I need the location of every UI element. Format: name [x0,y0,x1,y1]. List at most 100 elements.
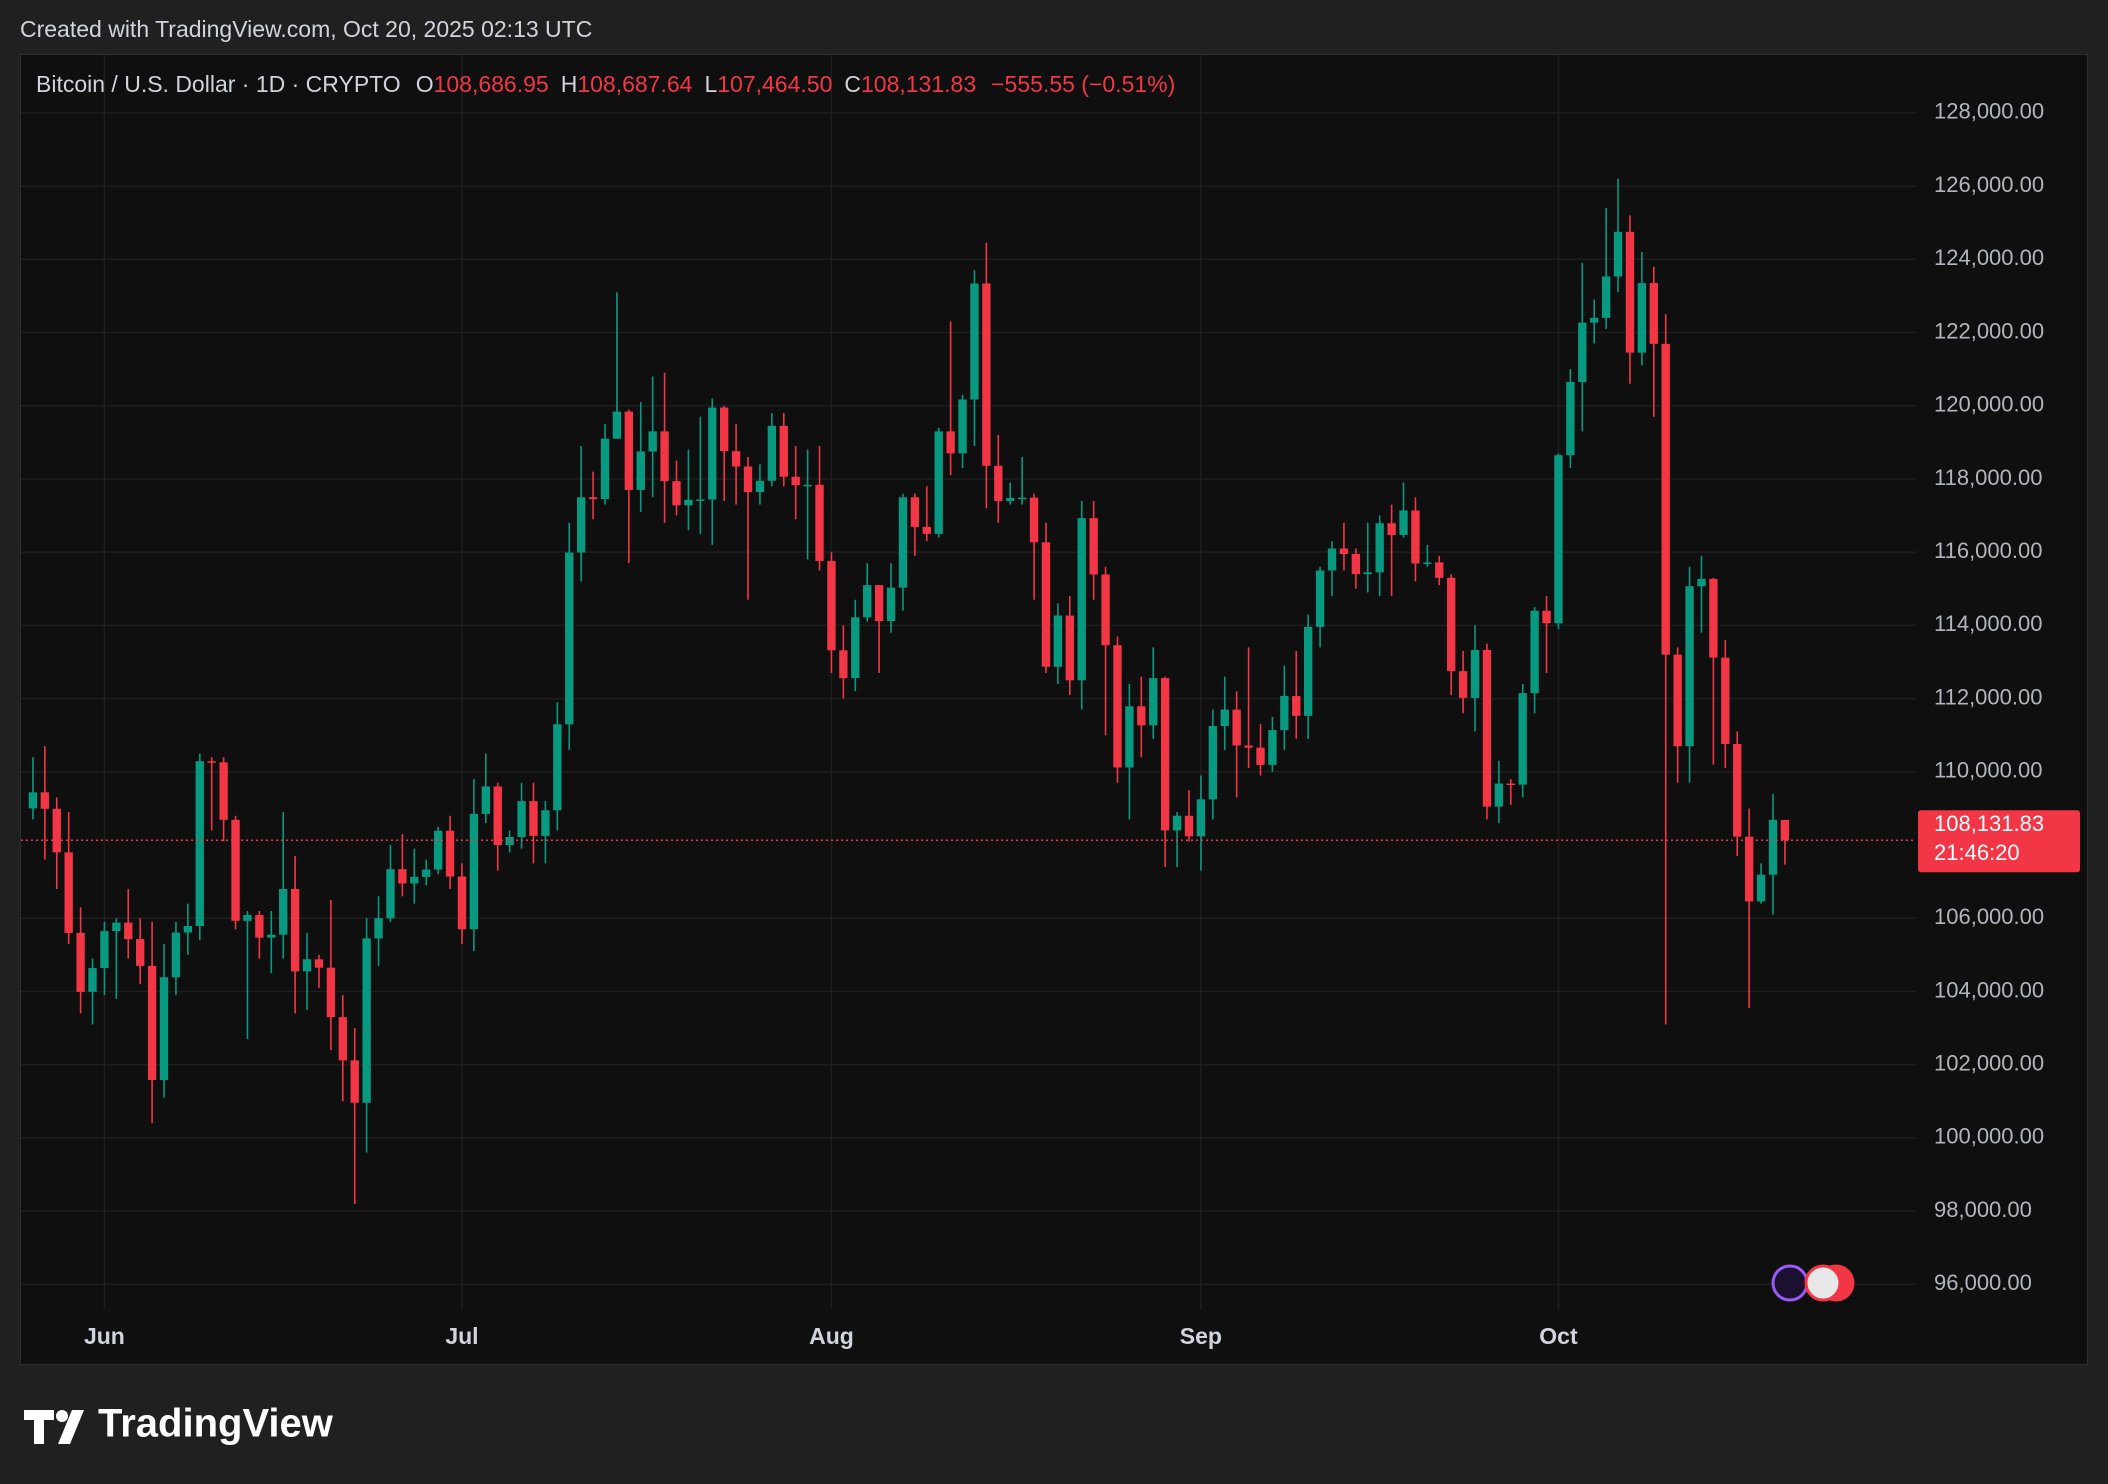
logo-icon [56,1410,68,1422]
candle-body [1578,322,1587,382]
candle-body [827,560,836,651]
y-tick-label: 120,000.00 [1934,392,2044,417]
candle-body [791,476,800,486]
y-tick-label: 104,000.00 [1934,977,2044,1002]
legend-change: −555.55 (−0.51%) [991,71,1175,97]
candle-body [207,761,216,763]
candle-body [1494,783,1504,807]
candle-body [1709,578,1718,658]
candle-body [720,407,729,452]
candle-body [64,852,73,933]
candle-body [493,786,502,846]
candle-body [565,552,574,725]
y-tick-label: 98,000.00 [1934,1197,2032,1222]
candle-body [243,914,252,921]
candle-body [708,407,717,500]
candle-body [1447,577,1456,672]
candle-body [529,801,538,836]
candle-body [898,497,908,588]
candle-body [934,431,943,534]
y-tick-label: 116,000.00 [1934,538,2042,563]
candle-body [910,497,920,527]
price-tag-label: 108,131.83 [1934,811,2044,836]
candle-body [374,918,383,939]
candle-body [994,465,1003,501]
candle-body [684,499,693,506]
y-tick-label: 102,000.00 [1934,1051,2044,1076]
y-tick-label: 106,000.00 [1934,904,2044,929]
candle-body [1339,548,1349,554]
legend-key: H [561,71,578,97]
candle-body [1017,497,1027,500]
candle-body [1220,709,1229,727]
candle-body [314,959,324,968]
candle-body [970,283,979,400]
candle-body [183,925,193,933]
candle-body [1470,649,1480,698]
candle-body [1089,518,1098,575]
candle-body [1208,726,1217,800]
candle-body [1435,562,1444,578]
candle-body [517,801,526,837]
candle-body [874,585,884,621]
candle-body [410,876,419,884]
candle-body [672,481,681,506]
candle-body [1256,747,1265,765]
candle-body [1375,523,1384,573]
candle-body [1101,574,1110,646]
candle-body [1721,657,1730,745]
candle-body [851,617,860,679]
candle-body [481,786,490,814]
candle-body [886,587,896,621]
y-tick-label: 114,000.00 [1934,611,2042,636]
y-tick-label: 118,000.00 [1934,465,2042,490]
candle-body [338,1017,347,1061]
candle-body [1303,626,1313,716]
candle-body [541,810,550,836]
candle-body [1351,553,1361,575]
candle-body [1780,819,1790,841]
candle-body [1542,610,1551,624]
candle-body [1566,381,1575,456]
candle-body [52,808,61,853]
candle-body [1649,283,1658,344]
candle-body [755,480,765,493]
candle-body [398,869,407,884]
candle-body [588,497,598,500]
x-tick-label: Aug [809,1323,854,1349]
candle-body [100,931,109,969]
candle-body [863,585,872,618]
candle-body [1458,671,1468,698]
candle-body [1530,610,1539,694]
candle-body [1327,548,1337,571]
candle-body [922,526,931,534]
candle-body [1160,678,1170,831]
candle-body [255,914,264,938]
candle-body [1506,783,1515,786]
candle-body [469,813,479,930]
candle-body [457,876,467,930]
candle-body [624,411,634,490]
candle-body [696,499,705,501]
candle-body [815,484,824,561]
candle-body [433,830,443,870]
candle-body [171,932,181,978]
candle-body [1637,283,1647,353]
candle-body [1172,815,1182,831]
candle-body [1065,615,1074,681]
candle-body [1006,497,1015,501]
candle-body [1673,654,1682,747]
candle-body [1125,706,1134,768]
candle-body [1518,693,1527,785]
candle-body [1029,497,1039,543]
candle-body [326,967,336,1018]
candle-body [1399,510,1408,535]
candle-body [1697,578,1706,587]
legend-value: 107,464.50 [717,71,832,97]
candle-body [231,819,240,921]
legend-value: 108,131.83 [861,71,976,97]
y-tick-label: 100,000.00 [1934,1124,2044,1149]
candle-body [147,965,157,1081]
candle-body [1113,645,1122,768]
candle-body [612,411,622,439]
